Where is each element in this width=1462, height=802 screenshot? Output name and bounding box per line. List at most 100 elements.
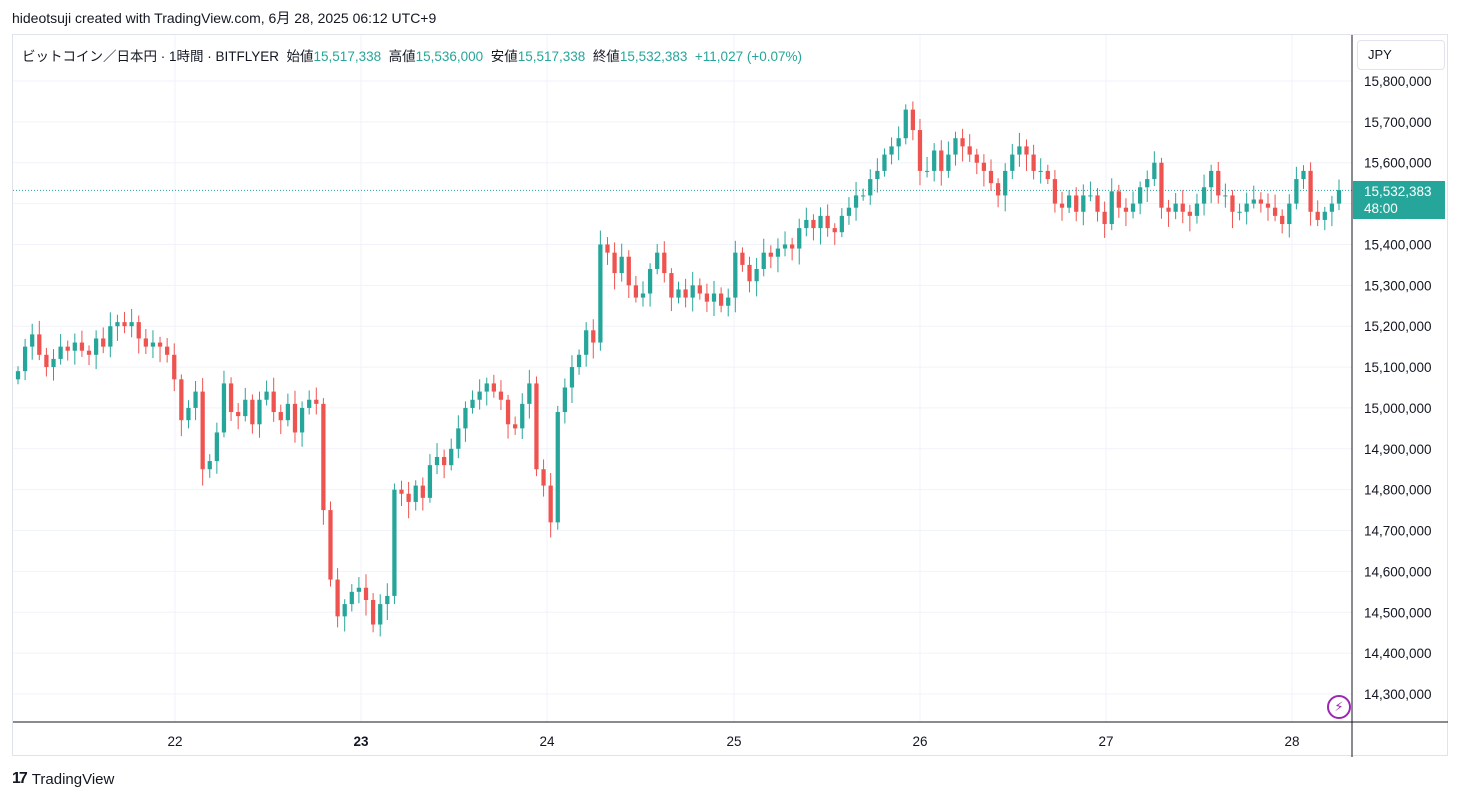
candle-body [285, 403, 291, 421]
candle-body [1272, 207, 1278, 216]
candle [349, 584, 354, 612]
candle [1066, 190, 1072, 213]
candle-body [875, 170, 880, 180]
candle [278, 404, 283, 435]
candle-body [1287, 203, 1292, 225]
y-tick-label: 15,000,000 [1364, 401, 1432, 416]
bar-countdown: 48:00 [1364, 201, 1398, 216]
candle-body [193, 391, 198, 408]
candle [200, 378, 205, 486]
candle-body [122, 322, 127, 327]
candle [562, 378, 567, 424]
candle [498, 380, 504, 410]
candle [299, 401, 305, 447]
candle-body [1294, 179, 1299, 204]
candle [1216, 161, 1221, 204]
candle [93, 330, 99, 370]
candle-body [960, 138, 965, 147]
candle [484, 377, 489, 406]
candle-body [513, 424, 518, 429]
candle-body [1159, 162, 1164, 208]
candle [1258, 192, 1264, 213]
candle-body [541, 469, 546, 486]
candle-body [910, 109, 916, 131]
candle-body [349, 591, 354, 605]
brand-name: TradingView [31, 770, 115, 788]
candle [1059, 191, 1065, 221]
lightning-icon[interactable]: ⚡ [1327, 695, 1351, 719]
candle-body [186, 407, 191, 421]
candle [385, 583, 390, 621]
candle [243, 387, 248, 422]
candle [1308, 162, 1313, 226]
candle-body [946, 154, 951, 171]
candle-body [662, 252, 667, 274]
candle-body [811, 219, 816, 229]
candle-body [22, 346, 28, 372]
candle-body [619, 256, 624, 274]
candle-body [221, 383, 227, 433]
candle [797, 218, 802, 265]
candle-body [101, 338, 106, 347]
candle-body [1336, 190, 1342, 204]
candle [321, 398, 326, 525]
candle [718, 287, 724, 313]
y-tick-label: 15,400,000 [1364, 237, 1432, 252]
y-tick-label: 15,600,000 [1364, 156, 1432, 171]
candle-body [378, 604, 383, 625]
candle [335, 568, 340, 628]
ohlc-legend: ビットコイン／日本円 · 1時間 · BITFLYER 始値15,517,338… [22, 45, 802, 65]
candle [1194, 193, 1200, 224]
candle [612, 242, 617, 290]
candle-body [37, 334, 42, 355]
candle [790, 237, 795, 261]
candle-body [903, 109, 908, 139]
candle [136, 315, 141, 354]
candle-body [498, 391, 504, 400]
candle [236, 403, 241, 430]
candle [903, 104, 908, 145]
candle-body [30, 334, 35, 347]
candle-body [1088, 195, 1093, 197]
candle [65, 340, 70, 361]
grid-lines [13, 35, 1352, 722]
candle [1017, 132, 1022, 167]
candle [1145, 170, 1150, 202]
candle-body [1123, 207, 1129, 212]
candle-body [953, 138, 958, 155]
candle-body [995, 183, 1001, 196]
candle-body [250, 399, 255, 425]
candle-body [534, 383, 539, 470]
y-tick-label: 14,800,000 [1364, 483, 1432, 498]
candle [79, 330, 85, 357]
candle [37, 320, 42, 361]
candle-body [93, 338, 99, 355]
candle [733, 240, 738, 313]
candle-body [143, 338, 148, 347]
x-tick-label: 26 [912, 734, 927, 749]
currency-button[interactable]: JPY [1357, 40, 1445, 70]
candle [292, 390, 298, 443]
candle-body [264, 391, 269, 400]
candle-body [1045, 170, 1050, 180]
candle-body [761, 252, 766, 269]
candle-body [1166, 207, 1171, 212]
candle [633, 275, 639, 303]
candle [1081, 184, 1086, 226]
candle [228, 377, 234, 422]
candle-body [882, 154, 887, 171]
candle-body [868, 179, 873, 196]
candle [1173, 192, 1178, 220]
candle [51, 349, 56, 381]
candle [129, 309, 134, 338]
candle [1095, 188, 1100, 222]
candle [1244, 192, 1249, 225]
candle [1109, 178, 1114, 231]
candle-body [321, 403, 326, 511]
candle-body [1173, 203, 1178, 212]
candle-body [527, 383, 532, 404]
candle [626, 250, 631, 299]
x-tick-label: 28 [1284, 734, 1299, 749]
candle-body [584, 330, 589, 355]
